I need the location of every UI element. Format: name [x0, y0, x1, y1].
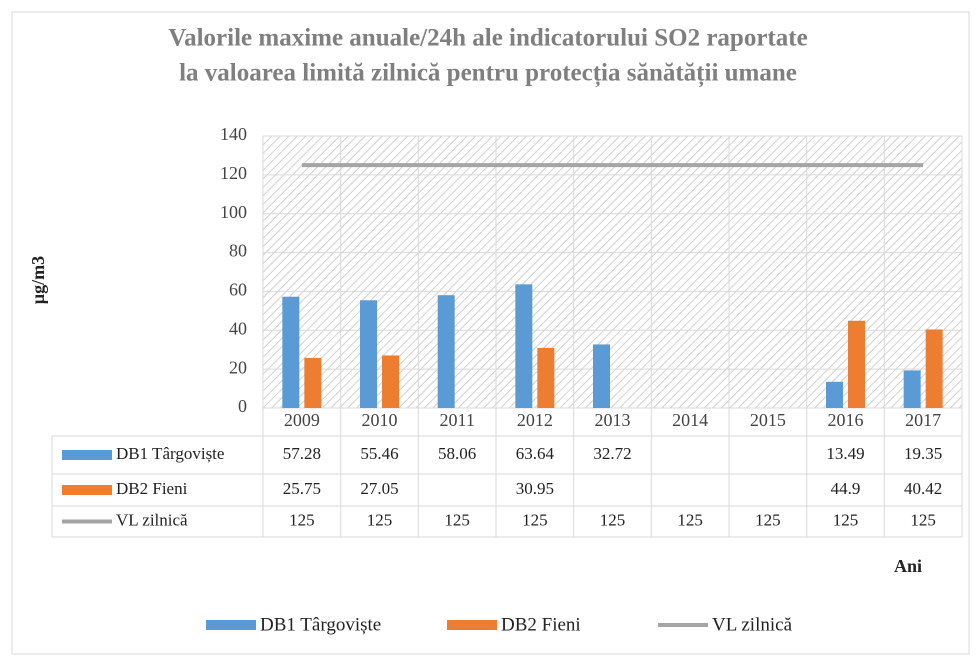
y-tick-label: 80 [229, 241, 247, 261]
x-tick-label: 2015 [750, 410, 786, 430]
plot-area [263, 136, 962, 408]
table-cell: 57.28 [283, 444, 321, 463]
table-cell: 55.46 [360, 444, 398, 463]
bar [304, 357, 322, 408]
bar [903, 370, 921, 408]
x-tick-label: 2013 [595, 410, 631, 430]
table-cell: 63.64 [516, 444, 555, 463]
legend-key [206, 620, 256, 630]
table-cell: 125 [677, 510, 703, 529]
table-legend-key [62, 485, 112, 495]
bar [593, 344, 610, 408]
x-axis-label: Ani [894, 556, 922, 576]
table-cell: 40.42 [904, 479, 942, 498]
table-cell: 125 [910, 510, 936, 529]
chart-title: la valoarea limită zilnică pentru protec… [179, 60, 797, 88]
y-tick-label: 140 [220, 124, 247, 144]
x-tick-label: 2011 [439, 410, 474, 430]
table-cell: 13.49 [826, 444, 864, 463]
y-tick-label: 100 [220, 202, 247, 222]
table-cell: 58.06 [438, 444, 476, 463]
x-tick-label: 2009 [284, 410, 320, 430]
bar [537, 347, 555, 408]
y-axis-label: µg/m3 [28, 256, 48, 304]
bar [382, 355, 399, 408]
table-cell: 125 [600, 510, 626, 529]
table-series-name: DB1 Târgoviște [116, 444, 224, 463]
table-cell: 125 [289, 510, 315, 529]
y-tick-label: 120 [220, 163, 247, 183]
x-tick-label: 2014 [672, 410, 708, 430]
table-cell: 19.35 [904, 444, 942, 463]
table-cell: 27.05 [360, 479, 398, 498]
y-tick-label: 20 [229, 357, 247, 377]
table-cell: 125 [444, 510, 470, 529]
legend-label: VL zilnică [712, 614, 793, 635]
bar [437, 295, 455, 408]
table-cell: 125 [755, 510, 781, 529]
table-cell: 125 [522, 510, 548, 529]
x-tick-label: 2017 [905, 410, 941, 430]
legend-label: DB2 Fieni [501, 614, 581, 635]
table-cell: 30.95 [516, 479, 554, 498]
y-tick-label: 40 [229, 318, 247, 338]
y-tick-label: 0 [238, 396, 247, 416]
table-series-name: VL zilnică [116, 510, 188, 529]
x-tick-label: 2010 [362, 410, 398, 430]
table-series-name: DB2 Fieni [116, 479, 188, 498]
x-tick-label: 2012 [517, 410, 553, 430]
x-tick-label: 2016 [828, 410, 864, 430]
table-legend-key [62, 450, 112, 460]
legend-key [447, 620, 497, 630]
bar [848, 320, 865, 408]
table-cell: 32.72 [593, 444, 631, 463]
bar [360, 300, 377, 408]
bar [282, 296, 300, 408]
bar [515, 284, 533, 408]
bar [826, 381, 843, 408]
table-cell: 44.9 [831, 479, 861, 498]
bar [925, 329, 943, 408]
chart-title: Valorile maxime anuale/24h ale indicator… [168, 25, 807, 52]
y-tick-label: 60 [229, 280, 247, 300]
table-cell: 125 [367, 510, 393, 529]
legend-label: DB1 Târgoviște [260, 614, 381, 635]
table-cell: 25.75 [283, 479, 321, 498]
table-cell: 125 [833, 510, 859, 529]
